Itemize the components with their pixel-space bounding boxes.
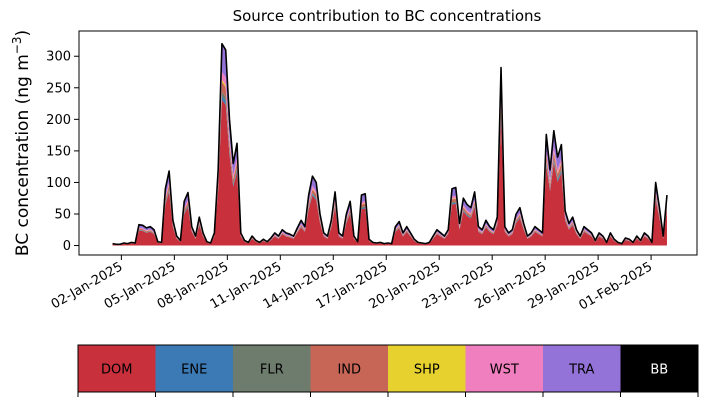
legend-swatch-tra (543, 345, 621, 392)
y-axis-label-end: ) (13, 30, 33, 37)
area-shp (112, 79, 667, 245)
legend-label-shp: SHP (414, 363, 440, 378)
y-tick-label: 0 (63, 239, 71, 254)
legend-swatch-ene (155, 345, 234, 392)
total-line (112, 42, 668, 246)
y-axis-label-main: BC concentration (ng m (13, 54, 33, 256)
area-ene (112, 96, 667, 245)
legend-label-ene: ENE (181, 363, 207, 378)
chart-title: Source contribution to BC concentrations (233, 7, 542, 25)
legend-swatch-ind (310, 345, 389, 392)
y-axis: 0 50 100 150 200 250 300 (46, 50, 79, 254)
area-tra (112, 43, 667, 245)
y-axis-label-exponent: −3 (10, 36, 24, 54)
area-ind (112, 81, 667, 245)
y-tick-label: 150 (46, 144, 71, 159)
legend-label-flr: FLR (260, 363, 284, 378)
legend-label-tra: TRA (568, 363, 594, 378)
area-flr (112, 92, 667, 245)
legend-label-bb: BB (650, 363, 668, 378)
legend-label-wst: WST (490, 363, 519, 378)
legend-label-ind: IND (337, 363, 361, 378)
plot-area (112, 42, 668, 246)
legend-swatch-bb (620, 345, 699, 392)
legend-swatch-wst (465, 345, 544, 392)
legend-swatch-dom (78, 345, 156, 392)
y-tick-label: 250 (46, 81, 71, 96)
legend-label-dom: DOM (101, 363, 132, 378)
y-tick-label: 50 (54, 207, 71, 222)
legend: DOM ENE FLR IND SHP WST TRA BB (77, 344, 699, 397)
area-wst (112, 71, 667, 245)
area-dom (112, 100, 667, 246)
x-axis: 02-Jan-202505-Jan-202508-Jan-202511-Jan-… (49, 255, 655, 313)
legend-swatch-flr (233, 345, 311, 392)
y-tick-label: 100 (46, 176, 71, 191)
legend-swatch-shp (388, 345, 466, 392)
plot-frame (78, 30, 698, 256)
y-tick-label: 200 (46, 113, 71, 128)
y-tick-label: 300 (46, 50, 71, 65)
y-axis-label: BC concentration (ng m−3) (10, 30, 33, 256)
